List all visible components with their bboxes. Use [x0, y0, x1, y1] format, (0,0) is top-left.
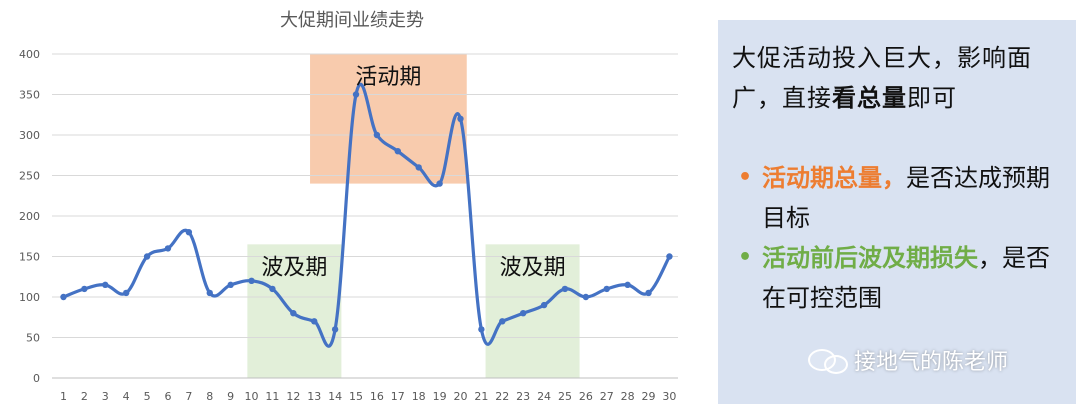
data-point — [248, 277, 255, 284]
x-tick-label: 5 — [144, 390, 151, 403]
data-point — [478, 326, 485, 333]
x-tick-label: 24 — [537, 390, 551, 403]
panel-intro: 大促活动投入巨大，影响面广，直接看总量即可 — [732, 38, 1062, 118]
data-point — [645, 289, 652, 297]
data-point — [436, 180, 443, 187]
data-point — [603, 285, 610, 293]
data-point — [519, 310, 527, 317]
watermark: 接地气的陈老师 — [808, 344, 1008, 376]
x-tick-label: 8 — [206, 390, 213, 403]
region-label: 波及期 — [500, 255, 566, 280]
data-point — [499, 318, 506, 325]
data-point — [666, 253, 673, 260]
data-point — [269, 285, 276, 293]
intro-bold-text: 看总量 — [832, 84, 907, 112]
bullet-highlight: 活动期总量， — [762, 164, 906, 192]
bullet-spillover-loss: • 活动前后波及期损失，是否在可控范围 — [732, 238, 1062, 318]
x-tick-label: 27 — [600, 390, 614, 403]
x-tick-label: 28 — [621, 390, 635, 403]
y-tick-label: 400 — [19, 48, 40, 61]
x-tick-label: 2 — [81, 390, 88, 403]
x-tick-label: 3 — [102, 390, 109, 403]
x-tick-label: 4 — [123, 390, 130, 403]
data-point — [624, 281, 631, 289]
data-point — [561, 285, 569, 293]
y-tick-label: 150 — [19, 251, 40, 264]
y-tick-label: 350 — [19, 89, 40, 102]
data-point — [352, 91, 360, 98]
x-tick-label: 22 — [495, 390, 509, 403]
watermark-text: 接地气的陈老师 — [854, 350, 1009, 375]
wechat-icon — [808, 347, 848, 374]
y-tick-label: 300 — [19, 129, 40, 142]
data-point — [290, 310, 297, 317]
data-point — [540, 301, 548, 309]
series-line — [62, 82, 671, 348]
y-tick-label: 50 — [26, 332, 40, 345]
notes-panel: 大促活动投入巨大，影响面广，直接看总量即可 • 活动期总量，是否达成预期目标 •… — [718, 20, 1076, 404]
chart-series — [60, 82, 673, 348]
bullet-text: ，是否在可控范围 — [762, 244, 1050, 312]
x-tick-label: 10 — [245, 390, 259, 403]
x-tick-label: 14 — [328, 390, 342, 403]
y-tick-label: 100 — [19, 291, 40, 304]
data-point — [457, 115, 464, 123]
x-tick-label: 13 — [307, 390, 321, 403]
data-point — [394, 148, 402, 155]
y-tick-label: 0 — [33, 372, 40, 385]
data-point — [122, 289, 130, 297]
data-point — [582, 293, 590, 301]
data-point — [311, 318, 318, 325]
x-tick-label: 29 — [642, 390, 656, 403]
chart-title: 大促期间业绩走势 — [280, 10, 424, 31]
x-tick-label: 12 — [286, 390, 300, 403]
x-tick-label: 23 — [516, 390, 530, 403]
x-tick-label: 26 — [579, 390, 593, 403]
data-point — [60, 293, 67, 301]
region-box — [310, 54, 467, 184]
data-point — [206, 289, 213, 297]
data-point — [373, 131, 381, 139]
region-label: 活动期 — [355, 65, 421, 90]
x-tick-label: 16 — [370, 390, 384, 403]
bullet-activity-total: • 活动期总量，是否达成预期目标 — [732, 158, 1062, 238]
data-point — [143, 253, 151, 260]
bullet-dot: • — [738, 245, 753, 270]
x-tick-label: 30 — [662, 390, 676, 403]
y-axis: 0 50 100 150 200 250 300 350 400 — [19, 48, 40, 385]
intro-suffix: 即可 — [907, 84, 957, 112]
data-point — [331, 326, 339, 333]
x-tick-label: 7 — [185, 390, 192, 403]
data-point — [185, 229, 193, 236]
x-tick-label: 15 — [349, 390, 363, 403]
x-tick-label: 20 — [453, 390, 467, 403]
x-tick-label: 17 — [391, 390, 405, 403]
x-tick-label: 9 — [227, 390, 234, 403]
x-tick-label: 21 — [474, 390, 488, 403]
x-tick-label: 18 — [412, 390, 426, 403]
data-point — [81, 285, 88, 293]
x-tick-label: 1 — [60, 390, 67, 403]
x-tick-label: 11 — [265, 390, 279, 403]
data-point — [415, 164, 422, 171]
bullet-dot: • — [738, 165, 753, 190]
x-tick-label: 25 — [558, 390, 572, 403]
data-point — [227, 281, 234, 289]
x-axis: 1 2 3 4 5 6 7 8 9 10 11 12 13 14 15 16 17 18 19 20 21 22 23 24 2… — [60, 390, 676, 403]
region-label: 波及期 — [261, 255, 327, 280]
bullet-highlight: 活动前后波及期损失 — [762, 244, 978, 272]
x-tick-label: 6 — [164, 390, 171, 403]
data-point — [164, 245, 172, 252]
y-tick-label: 250 — [19, 170, 40, 183]
bullet-text: 是否达成预期目标 — [762, 164, 1050, 232]
intro-text: 大促活动投入巨大，影响面广，直接 — [732, 44, 1032, 112]
y-tick-label: 200 — [19, 210, 40, 223]
x-tick-label: 19 — [433, 390, 447, 403]
data-point — [102, 281, 109, 289]
